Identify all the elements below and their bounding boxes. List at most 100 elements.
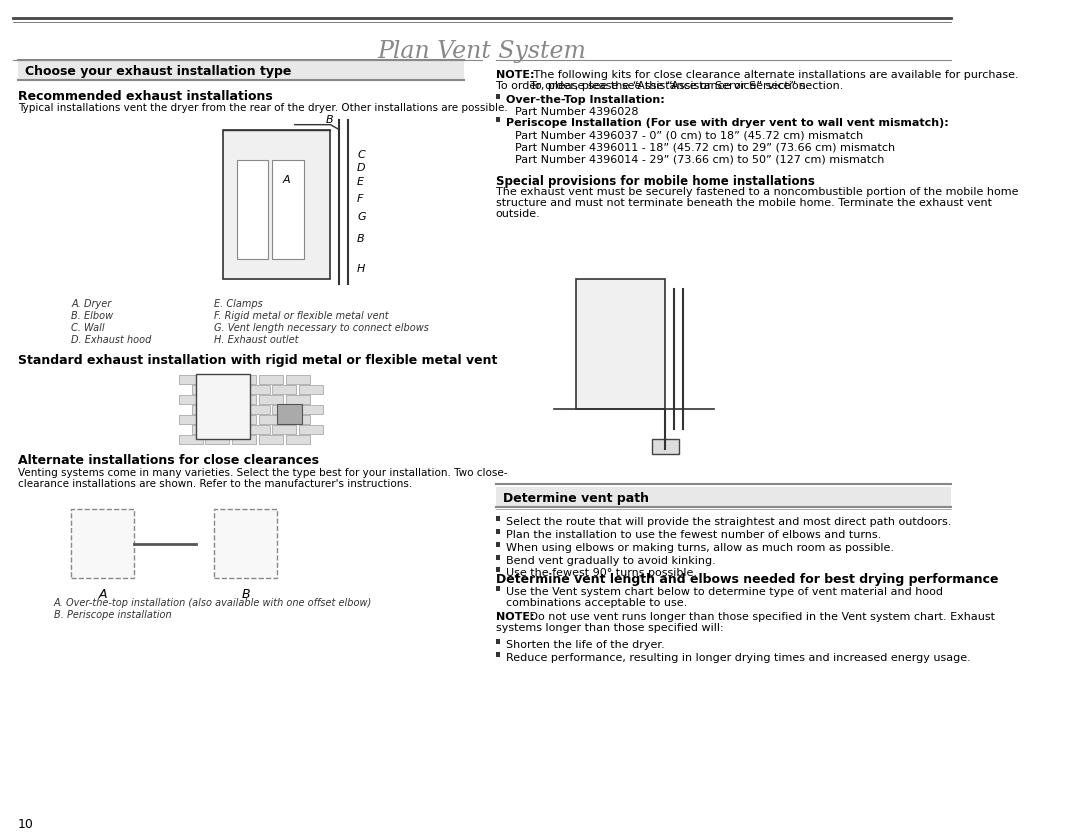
Text: A. Dryer: A. Dryer bbox=[71, 299, 111, 309]
Bar bbox=[245, 405, 270, 414]
Bar bbox=[232, 435, 256, 444]
Text: B. Periscope installation: B. Periscope installation bbox=[54, 610, 172, 620]
Text: The following kits for close clearance alternate installations are available for: The following kits for close clearance a… bbox=[529, 70, 1018, 92]
Bar bbox=[192, 405, 216, 414]
Bar bbox=[496, 487, 951, 506]
Text: NOTE:: NOTE: bbox=[496, 612, 535, 622]
Text: Part Number 4396014 - 29” (73.66 cm) to 50” (127 cm) mismatch: Part Number 4396014 - 29” (73.66 cm) to … bbox=[515, 154, 885, 164]
Text: To order, please see the “Assistance or Service” section.: To order, please see the “Assistance or … bbox=[496, 81, 809, 91]
Bar bbox=[205, 395, 229, 404]
Bar bbox=[272, 385, 296, 394]
Text: C: C bbox=[357, 149, 365, 159]
Bar bbox=[219, 385, 243, 394]
Bar bbox=[224, 129, 330, 279]
Text: G: G bbox=[357, 213, 366, 223]
Bar bbox=[18, 60, 464, 80]
Text: Venting systems come in many varieties. Select the type best for your installati: Venting systems come in many varieties. … bbox=[18, 468, 508, 490]
Text: Alternate installations for close clearances: Alternate installations for close cleara… bbox=[18, 454, 319, 467]
Text: Part Number 4396028: Part Number 4396028 bbox=[515, 107, 638, 117]
Bar bbox=[205, 435, 229, 444]
Bar bbox=[219, 405, 243, 414]
Bar bbox=[178, 414, 203, 424]
Bar bbox=[299, 405, 323, 414]
Bar bbox=[299, 385, 323, 394]
Bar bbox=[276, 404, 301, 424]
Bar bbox=[299, 425, 323, 434]
Text: Plan the installation to use the fewest number of elbows and turns.: Plan the installation to use the fewest … bbox=[507, 530, 881, 540]
Bar bbox=[496, 117, 500, 122]
Text: Determine vent length and elbows needed for best drying performance: Determine vent length and elbows needed … bbox=[496, 574, 998, 586]
Text: F. Rigid metal or flexible metal vent: F. Rigid metal or flexible metal vent bbox=[214, 311, 389, 321]
Text: Special provisions for mobile home installations: Special provisions for mobile home insta… bbox=[496, 174, 814, 188]
Bar bbox=[192, 425, 216, 434]
Text: A. Over-the-top installation (also available with one offset elbow): A. Over-the-top installation (also avail… bbox=[54, 599, 372, 608]
Bar bbox=[205, 375, 229, 384]
Bar bbox=[496, 652, 500, 657]
Bar bbox=[178, 435, 203, 444]
Text: Typical installations vent the dryer from the rear of the dryer. Other installat: Typical installations vent the dryer fro… bbox=[18, 103, 508, 113]
Text: H: H bbox=[357, 264, 365, 274]
Bar bbox=[496, 640, 500, 645]
Text: Reduce performance, resulting in longer drying times and increased energy usage.: Reduce performance, resulting in longer … bbox=[507, 653, 971, 663]
Text: Use the fewest 90° turns possible.: Use the fewest 90° turns possible. bbox=[507, 569, 698, 579]
Bar bbox=[259, 435, 283, 444]
Text: Use the Vent system chart below to determine type of vent material and hood: Use the Vent system chart below to deter… bbox=[507, 587, 943, 597]
Text: Part Number 4396011 - 18” (45.72 cm) to 29” (73.66 cm) mismatch: Part Number 4396011 - 18” (45.72 cm) to … bbox=[515, 143, 895, 153]
Bar bbox=[237, 159, 268, 259]
Text: Part Number 4396037 - 0” (0 cm) to 18” (45.72 cm) mismatch: Part Number 4396037 - 0” (0 cm) to 18” (… bbox=[515, 131, 864, 141]
Text: B: B bbox=[357, 234, 365, 244]
Bar bbox=[272, 159, 303, 259]
Text: H. Exhaust outlet: H. Exhaust outlet bbox=[214, 335, 299, 345]
Bar bbox=[205, 414, 229, 424]
Text: Over-the-Top Installation:: Over-the-Top Installation: bbox=[507, 95, 665, 105]
Bar bbox=[259, 395, 283, 404]
Bar bbox=[496, 515, 500, 520]
Bar bbox=[652, 439, 678, 454]
Bar bbox=[286, 395, 310, 404]
Bar bbox=[576, 279, 665, 409]
Bar bbox=[214, 509, 276, 579]
Text: C. Wall: C. Wall bbox=[71, 323, 105, 333]
Text: E. Clamps: E. Clamps bbox=[214, 299, 264, 309]
Bar bbox=[496, 586, 500, 591]
Bar bbox=[197, 374, 251, 439]
Bar bbox=[496, 555, 500, 560]
Text: Determine vent path: Determine vent path bbox=[502, 492, 649, 505]
Bar bbox=[245, 425, 270, 434]
Text: A: A bbox=[98, 589, 107, 601]
Text: Plan Vent System: Plan Vent System bbox=[378, 40, 586, 63]
Text: Do not use vent runs longer than those specified in the Vent system chart. Exhau: Do not use vent runs longer than those s… bbox=[526, 612, 995, 622]
Text: D. Exhaust hood: D. Exhaust hood bbox=[71, 335, 152, 345]
Text: Select the route that will provide the straightest and most direct path outdoors: Select the route that will provide the s… bbox=[507, 516, 951, 526]
Text: When using elbows or making turns, allow as much room as possible.: When using elbows or making turns, allow… bbox=[507, 543, 894, 553]
Text: Recommended exhaust installations: Recommended exhaust installations bbox=[18, 90, 272, 103]
Text: A: A bbox=[282, 174, 289, 184]
Bar bbox=[259, 375, 283, 384]
Bar bbox=[178, 395, 203, 404]
Text: Shorten the life of the dryer.: Shorten the life of the dryer. bbox=[507, 641, 665, 651]
Bar bbox=[192, 385, 216, 394]
Bar bbox=[245, 385, 270, 394]
Text: D: D bbox=[357, 163, 366, 173]
Bar bbox=[71, 509, 134, 579]
Bar bbox=[496, 541, 500, 546]
Bar bbox=[496, 93, 500, 98]
Text: B: B bbox=[326, 115, 334, 124]
Bar bbox=[178, 375, 203, 384]
Text: The exhaust vent must be securely fastened to a noncombustible portion of the mo: The exhaust vent must be securely fasten… bbox=[496, 188, 1018, 198]
Bar bbox=[272, 425, 296, 434]
Text: outside.: outside. bbox=[496, 209, 540, 219]
Text: combinations acceptable to use.: combinations acceptable to use. bbox=[507, 599, 688, 608]
Text: Bend vent gradually to avoid kinking.: Bend vent gradually to avoid kinking. bbox=[507, 555, 716, 565]
Bar bbox=[286, 414, 310, 424]
Text: B: B bbox=[241, 589, 249, 601]
Bar bbox=[272, 405, 296, 414]
Text: structure and must not terminate beneath the mobile home. Terminate the exhaust : structure and must not terminate beneath… bbox=[496, 198, 991, 208]
Text: systems longer than those specified will:: systems longer than those specified will… bbox=[496, 623, 724, 633]
Bar bbox=[496, 567, 500, 572]
Text: Periscope Installation (For use with dryer vent to wall vent mismatch):: Periscope Installation (For use with dry… bbox=[507, 118, 949, 128]
Text: B. Elbow: B. Elbow bbox=[71, 311, 113, 321]
Bar bbox=[232, 395, 256, 404]
Bar bbox=[496, 529, 500, 534]
Bar bbox=[232, 375, 256, 384]
